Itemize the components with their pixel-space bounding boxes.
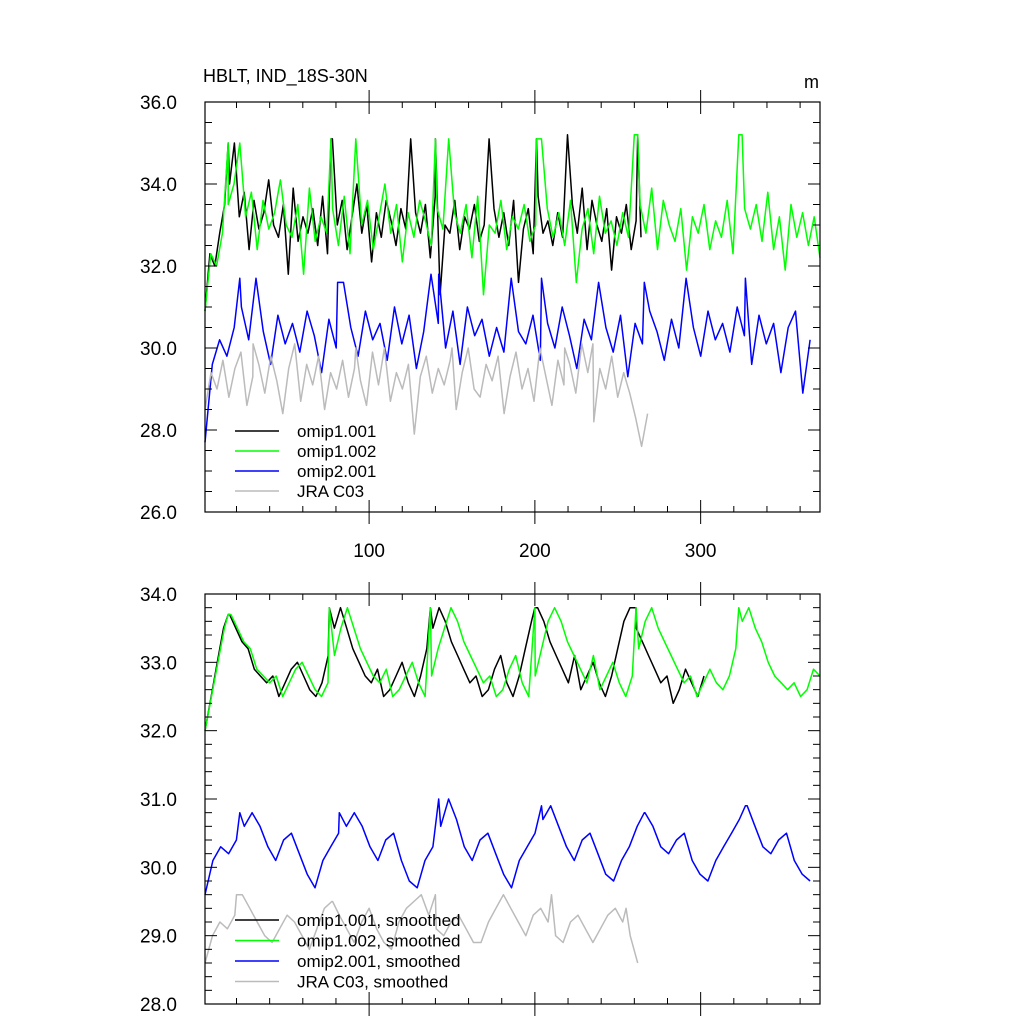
top-series-omip1-001 bbox=[204, 134, 642, 312]
top-legend-label: omip1.002 bbox=[297, 442, 376, 461]
bottom-legend: omip1.001, smoothed omip1.002, smoothedom… bbox=[235, 911, 461, 992]
top-series-jra-c03 bbox=[204, 343, 649, 448]
bottom-y-tick-label: 34.0 bbox=[140, 585, 177, 606]
bottom-y-tick-label: 28.0 bbox=[140, 995, 177, 1016]
top-chart-units: m bbox=[804, 72, 819, 92]
bottom-series-omip1-002-smoothed bbox=[204, 606, 821, 731]
top-x-tick-label: 200 bbox=[519, 541, 551, 562]
top-x-tick-label: 100 bbox=[353, 541, 385, 562]
bottom-series-omip2-001-smoothed bbox=[204, 798, 811, 895]
bottom-legend-label: JRA C03, smoothed bbox=[297, 973, 448, 992]
bottom-panel: 28.0 29.0 30.0 31.0 32.0 33.0 34.0 omip1.001, … bbox=[140, 582, 821, 1016]
top-y-tick-label: 32.0 bbox=[140, 257, 177, 278]
top-y-tick-label: 26.0 bbox=[140, 503, 177, 524]
bottom-series-jra-c03-smoothed bbox=[204, 893, 639, 964]
top-panel: HBLT, IND_18S-30N m 26.0 28.0 30.0 32.0 34.0… bbox=[140, 66, 821, 562]
top-series-omip1-002 bbox=[204, 134, 821, 312]
top-chart-title: HBLT, IND_18S-30N bbox=[203, 66, 368, 87]
top-legend-label: omip2.001 bbox=[297, 462, 376, 481]
bottom-y-tick-label: 32.0 bbox=[140, 722, 177, 743]
top-y-tick-label: 34.0 bbox=[140, 175, 177, 196]
bottom-series-omip1-001-smoothed bbox=[204, 606, 705, 731]
top-y-tick-label: 30.0 bbox=[140, 339, 177, 360]
bottom-legend-label: omip2.001, smoothed bbox=[297, 952, 461, 971]
bottom-legend-label: omip1.002, smoothed bbox=[297, 932, 461, 951]
top-legend-label: omip1.001 bbox=[297, 422, 376, 441]
top-x-tick-label: 300 bbox=[685, 541, 717, 562]
bottom-legend-label: omip1.001, smoothed bbox=[297, 911, 461, 930]
top-y-tick-label: 28.0 bbox=[140, 421, 177, 442]
top-series-omip2-001 bbox=[204, 273, 811, 443]
bottom-y-tick-label: 33.0 bbox=[140, 653, 177, 674]
top-legend-label: JRA C03 bbox=[297, 482, 364, 501]
bottom-y-tick-label: 31.0 bbox=[140, 790, 177, 811]
bottom-y-tick-label: 30.0 bbox=[140, 858, 177, 879]
bottom-y-tick-label: 29.0 bbox=[140, 927, 177, 948]
top-y-tick-label: 36.0 bbox=[140, 93, 177, 114]
